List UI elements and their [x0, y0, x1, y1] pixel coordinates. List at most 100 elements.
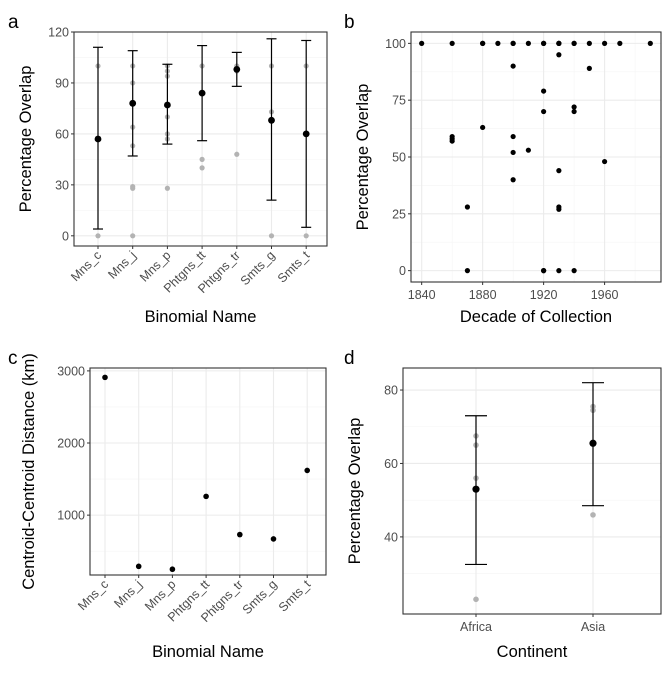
x-tick-label: 1960 — [591, 288, 619, 302]
panel-tag-c: c — [8, 348, 18, 369]
mean-point — [589, 439, 597, 447]
data-point — [480, 124, 486, 131]
data-point — [203, 493, 209, 500]
y-tick-label: 80 — [384, 384, 398, 398]
data-point — [270, 536, 277, 542]
data-point — [135, 563, 142, 570]
data-point — [419, 40, 425, 46]
raw-point — [130, 185, 136, 191]
y-tick-label: 2000 — [57, 437, 85, 451]
y-tick-label: 1000 — [57, 509, 85, 523]
x-tick-label: Mns_c — [68, 248, 104, 284]
x-axis-title: Decade of Collection — [460, 308, 612, 326]
data-point — [449, 138, 455, 144]
raw-point — [234, 151, 240, 157]
y-tick-label: 60 — [384, 457, 398, 471]
data-point — [556, 268, 562, 274]
y-tick-label: 30 — [55, 178, 69, 192]
panel-border — [73, 31, 328, 247]
x-tick-label: Mns_c — [75, 577, 111, 613]
data-point — [495, 40, 501, 46]
y-axis-title: Percentage Overlap — [17, 66, 35, 213]
panel-tag-b: b — [344, 12, 355, 33]
panel-border — [89, 367, 327, 576]
raw-point — [199, 165, 205, 171]
y-axis-title: Centroid-Centroid Distance (km) — [20, 353, 38, 590]
x-tick-label: Mns_j — [111, 577, 144, 610]
x-tick-label: Smts_t — [275, 248, 313, 286]
y-tick-label: 25 — [392, 207, 406, 221]
data-point — [510, 133, 516, 140]
panel-d-plot: 40 60 80 Percentage Overlap Africa Asia Contin… — [344, 348, 662, 661]
panel-b-plot: 0 25 50 75 100 Percentage Overlap 1840 1880 1920… — [344, 12, 662, 326]
data-point — [586, 40, 592, 46]
raw-point — [130, 233, 136, 239]
panel-background — [90, 368, 326, 575]
x-tick-label: 1920 — [530, 288, 558, 302]
x-tick-label: 1880 — [469, 288, 497, 302]
data-point — [586, 65, 592, 71]
data-point — [617, 40, 623, 46]
y-tick-label: 60 — [55, 127, 69, 141]
panel-c-plot: 1000 2000 3000 Centroid-Centroid Distance (… — [8, 348, 327, 661]
raw-point — [268, 233, 275, 239]
data-point — [541, 108, 547, 115]
data-point — [510, 177, 516, 183]
data-point — [571, 268, 577, 274]
mean-point — [302, 130, 310, 138]
data-point — [601, 158, 608, 165]
data-point — [237, 531, 243, 538]
data-point — [601, 40, 608, 46]
data-point — [480, 40, 486, 46]
x-tick-label: Smts_g — [238, 248, 278, 288]
y-tick-label: 100 — [385, 37, 406, 51]
data-point — [464, 204, 471, 210]
y-tick-label: 120 — [48, 26, 69, 40]
raw-point — [590, 512, 596, 518]
y-tick-label: 90 — [55, 76, 69, 90]
mean-point — [94, 135, 102, 143]
mean-point — [233, 65, 241, 73]
data-point — [510, 63, 516, 69]
x-tick-label: Smts_t — [276, 577, 314, 615]
data-point — [541, 88, 547, 94]
y-tick-label: 40 — [384, 530, 398, 544]
data-point — [541, 268, 547, 274]
x-axis-title: Continent — [497, 643, 568, 661]
data-point — [525, 147, 531, 153]
data-point — [525, 40, 531, 46]
y-tick-label: 3000 — [57, 364, 85, 378]
x-tick-label: 1840 — [408, 288, 436, 302]
data-point — [541, 40, 547, 46]
data-point — [169, 566, 176, 573]
mean-point — [164, 101, 171, 109]
data-point — [571, 104, 577, 110]
x-axis-title: Binomial Name — [145, 308, 257, 326]
panel-border — [402, 367, 662, 615]
y-tick-label: 50 — [392, 151, 406, 165]
data-point — [647, 40, 653, 46]
x-tick-label: Asia — [581, 620, 605, 634]
data-point — [556, 40, 562, 46]
raw-point — [473, 596, 479, 603]
panel-background — [403, 368, 661, 614]
data-point — [571, 40, 577, 46]
mean-point — [198, 89, 206, 97]
y-tick-label: 0 — [399, 264, 406, 278]
raw-point — [199, 156, 205, 162]
panel-tag-d: d — [344, 348, 355, 369]
y-tick-label: 75 — [392, 94, 406, 108]
raw-point — [95, 233, 101, 239]
x-tick-label: Smts_g — [240, 577, 280, 617]
mean-point — [472, 485, 480, 493]
mean-point — [129, 99, 137, 107]
raw-point — [303, 233, 309, 239]
mean-point — [268, 116, 275, 124]
y-tick-label: 0 — [62, 229, 69, 243]
data-point — [556, 52, 562, 58]
data-point — [304, 467, 311, 474]
panel-tag-a: a — [8, 12, 19, 33]
y-axis-title: Percentage Overlap — [346, 418, 364, 565]
data-point — [510, 40, 516, 46]
